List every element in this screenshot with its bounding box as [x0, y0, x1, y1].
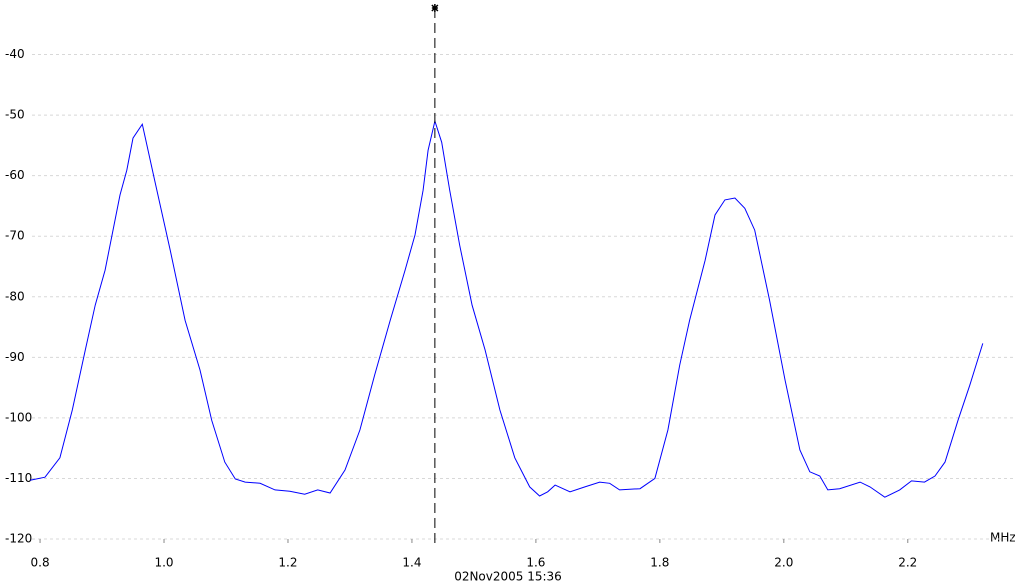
marker-symbol — [431, 4, 439, 12]
x-tick-label: 2.0 — [774, 556, 793, 570]
x-tick-label: 0.8 — [31, 556, 50, 570]
x-tick-label: 1.0 — [154, 556, 173, 570]
x-tick-label: 1.4 — [402, 556, 421, 570]
y-tick-label: -50 — [5, 108, 25, 122]
x-tick-label: 1.8 — [650, 556, 669, 570]
y-tick-label: -110 — [5, 471, 32, 485]
x-tick-label: 2.2 — [898, 556, 917, 570]
spectrum-trace — [29, 119, 984, 498]
x-unit-label: MHz — [990, 531, 1015, 545]
y-tick-label: -120 — [5, 532, 32, 546]
x-tick-label: 1.2 — [278, 556, 297, 570]
y-tick-label: -40 — [5, 47, 25, 61]
y-tick-label: -70 — [5, 229, 25, 243]
y-tick-label: -80 — [5, 289, 25, 303]
y-tick-label: -100 — [5, 410, 32, 424]
y-tick-label: -60 — [5, 168, 25, 182]
y-tick-label: -90 — [5, 350, 25, 364]
x-tick-label: 1.6 — [526, 556, 545, 570]
timestamp: 02Nov2005 15:36 — [454, 570, 562, 582]
